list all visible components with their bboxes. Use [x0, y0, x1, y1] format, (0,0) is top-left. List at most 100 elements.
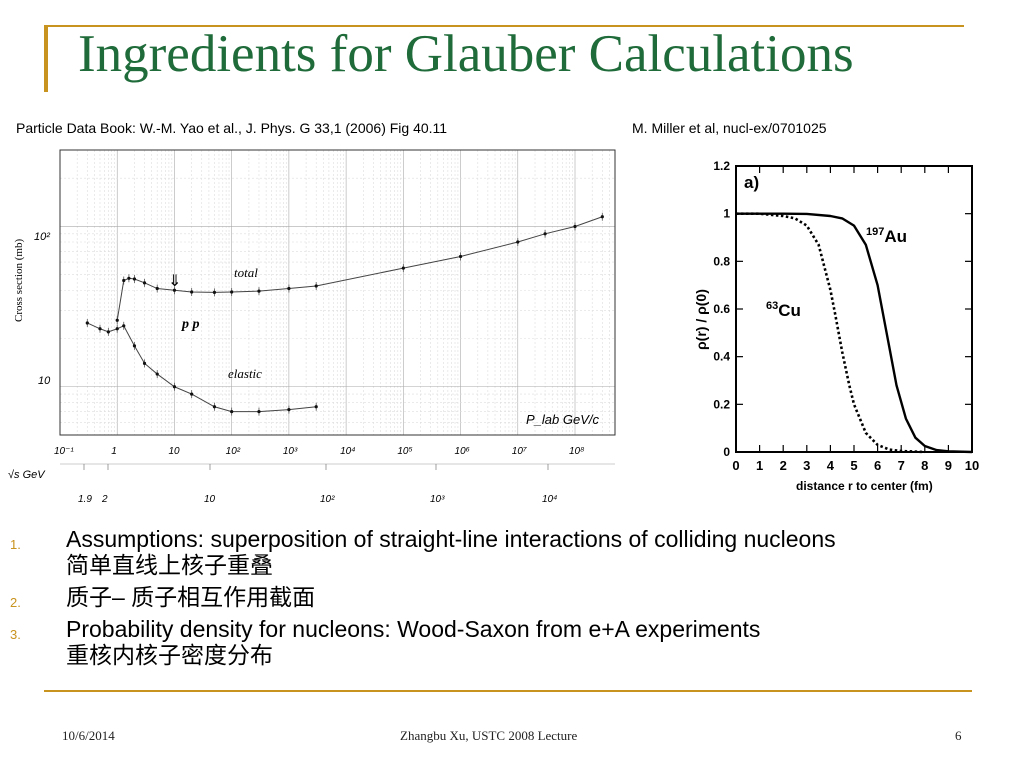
secondary-axis-label: √s GeV	[8, 469, 46, 481]
data-point-total	[516, 240, 520, 244]
data-point-elastic	[212, 405, 217, 409]
secondary-x-tick-label: 1.9	[78, 494, 92, 505]
data-point-total	[127, 276, 131, 280]
pp-cross-section-chart: Cross section (mb) 10² 10 10⁻¹ 1 10 10² 10³ 1…	[8, 149, 616, 505]
data-point-elastic	[190, 392, 194, 396]
y-tick-label: 0.8	[713, 254, 730, 268]
data-point-total	[401, 266, 405, 270]
x-tick-label: 10⁴	[340, 446, 355, 457]
y-tick-label: 0	[723, 445, 730, 459]
data-point-total	[212, 290, 217, 294]
x-tick-label: 2	[780, 458, 787, 473]
x-tick-label: 10⁻¹	[54, 446, 74, 457]
x-tick-label: 5	[850, 458, 857, 473]
plot-frame	[59, 149, 616, 436]
x-tick-label: 10	[965, 458, 979, 473]
data-point-elastic	[98, 327, 102, 331]
data-point-total	[287, 286, 291, 291]
list-item: 2. 质子– 质子相互作用截面	[10, 584, 1020, 610]
x-tick-label: 0	[732, 458, 739, 473]
list-number: 2.	[10, 595, 21, 610]
data-point-elastic	[172, 385, 177, 389]
y-tick-label: 0.2	[713, 397, 730, 411]
chart-grid	[59, 149, 616, 436]
data-point-total	[115, 318, 119, 322]
data-point-total	[543, 232, 547, 236]
list-number: 1.	[10, 537, 21, 552]
data-point-elastic	[142, 361, 147, 365]
data-point-elastic	[230, 409, 234, 414]
annotation-pp: p p	[181, 317, 200, 332]
x-axis-label: P_lab GeV/c	[526, 412, 599, 427]
secondary-x-tick-label: 10	[204, 494, 216, 505]
y-tick-label: 0.4	[713, 350, 730, 364]
footer-center: Zhangbu Xu, USTC 2008 Lecture	[400, 728, 578, 743]
y-axis-label: Cross section (mb)	[13, 239, 25, 322]
data-point-total	[257, 289, 261, 293]
list-item: 1. Assumptions: superposition of straigh…	[10, 526, 1020, 578]
data-point-elastic	[85, 321, 89, 325]
data-point-elastic	[122, 324, 126, 328]
secondary-x-tick-label: 10⁴	[542, 494, 557, 505]
data-point-elastic	[115, 327, 119, 331]
data-point-elastic	[132, 344, 137, 348]
assumption-list: 1. Assumptions: superposition of straigh…	[10, 526, 1020, 674]
list-item-text: 质子– 质子相互作用截面	[66, 584, 316, 610]
data-point-total	[122, 278, 126, 283]
data-point-total	[314, 284, 318, 288]
data-point-total	[190, 290, 194, 294]
secondary-x-tick-label: 10²	[320, 494, 335, 505]
data-point-total	[142, 281, 147, 285]
data-point-total	[132, 277, 137, 281]
footer-date: 10/6/2014	[62, 728, 115, 743]
x-tick-label: 10³	[283, 446, 298, 457]
series-line-197Au	[736, 212, 973, 454]
x-tick-label: 9	[945, 458, 952, 473]
left-figure-caption: Particle Data Book: W.-M. Yao et al., J.…	[16, 120, 448, 136]
slide-title: Ingredients for Glauber Calculations	[78, 25, 854, 83]
data-point-elastic	[257, 409, 261, 414]
x-tick-label: 10⁸	[569, 446, 584, 457]
data-point-total	[573, 224, 577, 229]
series-line-total	[116, 216, 603, 321]
title-top-rule	[44, 25, 964, 27]
series-line-63Cu	[736, 212, 925, 454]
x-tick-label: 7	[898, 458, 905, 473]
y-tick-label: 0.6	[713, 302, 730, 316]
data-point-total	[155, 286, 159, 291]
secondary-x-tick-label: 10³	[430, 494, 445, 505]
panel-label: a)	[744, 173, 759, 192]
data-point-total	[458, 254, 463, 259]
x-tick-label: 1	[756, 458, 763, 473]
series-label-au: 197Au	[866, 226, 907, 246]
x-tick-label: 10⁶	[455, 446, 470, 457]
title-accent-bar	[44, 26, 48, 92]
x-tick-label: 10	[168, 446, 180, 457]
x-tick-label: 10²	[226, 446, 241, 457]
footer-page-number: 6	[955, 728, 962, 743]
y-tick-label: 10²	[34, 231, 50, 243]
list-item-text: Probability density for nucleons: Wood-S…	[66, 616, 761, 642]
bottom-rule	[44, 690, 972, 692]
list-item-subtext: 简单直线上核子重叠	[66, 552, 273, 578]
list-item-subtext: 重核内核子密度分布	[66, 642, 273, 668]
y-tick-label: 1.2	[713, 159, 730, 173]
series-label-cu: 63Cu	[766, 300, 801, 320]
x-tick-label: 10⁵	[397, 446, 412, 457]
list-number: 3.	[10, 627, 21, 642]
annotation-total: total	[234, 265, 258, 280]
data-point-elastic	[287, 408, 291, 412]
x-tick-label: 8	[921, 458, 928, 473]
y-tick-label: 1	[723, 207, 730, 221]
secondary-x-tick-label: 2	[101, 494, 108, 505]
x-tick-label: 1	[111, 446, 117, 457]
data-point-total	[230, 290, 234, 294]
x-tick-label: 10⁷	[512, 446, 527, 457]
list-item-text: Assumptions: superposition of straight-l…	[66, 526, 836, 552]
x-tick-label: 4	[827, 458, 835, 473]
x-axis-label: distance r to center (fm)	[796, 479, 933, 493]
y-tick-label: 10	[38, 375, 51, 387]
annotation-arrow: ⇓	[168, 273, 181, 290]
x-tick-label: 6	[874, 458, 881, 473]
list-item: 3. Probability density for nucleons: Woo…	[10, 616, 1020, 668]
